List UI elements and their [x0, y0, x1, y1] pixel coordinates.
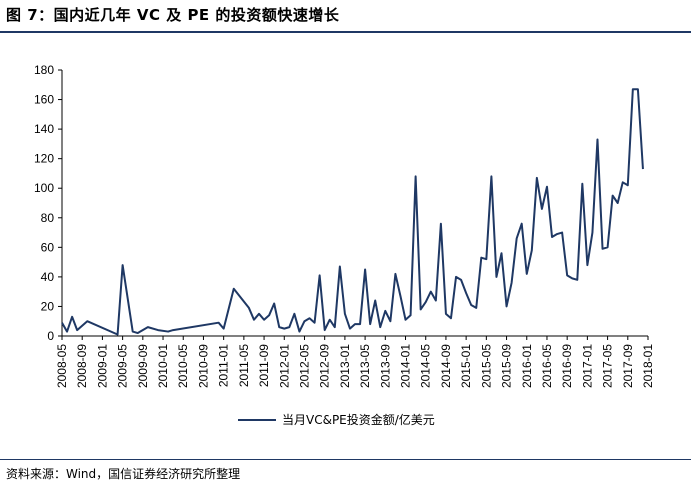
y-tick-label: 20 [41, 299, 55, 313]
x-tick-label: 2012-05 [297, 344, 311, 388]
x-tick-label: 2008-09 [75, 344, 89, 388]
x-tick-label: 2013-09 [378, 344, 392, 388]
x-tick-label: 2015-09 [500, 344, 514, 388]
x-tick-label: 2011-01 [217, 344, 231, 387]
x-tick-label: 2009-05 [116, 344, 130, 388]
x-tick-label: 2010-05 [176, 344, 190, 388]
x-axis: 2008-05 2008-09 2009-01 2009-05 2009-09 2010-… [55, 335, 655, 388]
figure-title: 图 7：国内近几年 VC 及 PE 的投资额快速增长 [6, 6, 340, 24]
x-tick-label: 2015-05 [479, 344, 493, 388]
legend-label: 当月VC&PE投资金额/亿美元 [282, 412, 435, 427]
y-tick-label: 100 [34, 181, 54, 195]
x-tick-label: 2016-09 [560, 344, 574, 388]
x-tick-label: 2011-09 [257, 344, 271, 387]
source-note: 资料来源：Wind，国信证券经济研究所整理 [6, 467, 241, 481]
y-tick-label: 80 [41, 211, 55, 225]
x-tick-label: 2016-05 [540, 344, 554, 388]
y-tick-label: 180 [34, 63, 54, 77]
y-tick-label: 120 [34, 152, 54, 166]
x-tick-label: 2010-01 [156, 344, 170, 388]
top-rule [0, 31, 691, 33]
x-tick-label: 2017-01 [580, 344, 594, 388]
y-tick-label: 60 [41, 240, 55, 254]
x-tick-label: 2014-05 [419, 344, 433, 388]
x-tick-label: 2017-05 [601, 344, 615, 388]
y-tick-label: 0 [47, 329, 54, 343]
x-tick-label: 2008-05 [55, 344, 69, 388]
bottom-rule [0, 459, 691, 460]
x-tick-label: 2014-01 [399, 344, 413, 388]
x-tick-label: 2016-01 [520, 344, 534, 388]
x-tick-label: 2012-01 [277, 344, 291, 388]
x-tick-label: 2018-01 [641, 344, 655, 388]
series-layer [61, 88, 644, 336]
x-tick-label: 2013-01 [338, 344, 352, 388]
legend: 当月VC&PE投资金额/亿美元 [238, 412, 435, 427]
x-tick-label: 2010-09 [196, 344, 210, 388]
x-tick-label: 2017-09 [621, 344, 635, 388]
x-tick-label: 2009-09 [136, 344, 150, 388]
x-tick-label: 2014-09 [439, 344, 453, 388]
y-axis: 0 20 40 60 80 100 120 140 160 180 [34, 63, 63, 343]
x-tick-label: 2012-09 [318, 344, 332, 388]
y-tick-label: 40 [41, 270, 55, 284]
x-tick-label: 2013-05 [358, 344, 372, 388]
series-line [61, 88, 644, 336]
y-tick-label: 160 [34, 93, 54, 107]
x-tick-label: 2015-01 [459, 344, 473, 388]
x-tick-label: 2011-05 [237, 344, 251, 387]
x-tick-label: 2009-01 [95, 344, 109, 388]
y-tick-label: 140 [34, 122, 54, 136]
